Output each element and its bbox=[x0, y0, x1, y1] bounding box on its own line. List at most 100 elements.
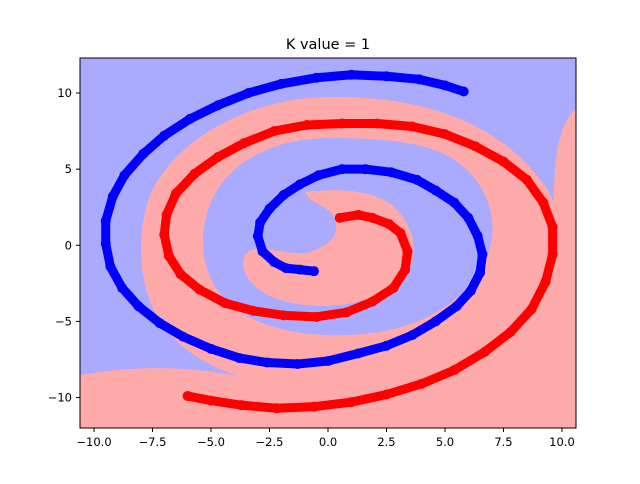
y-tick-label: −5 bbox=[55, 314, 72, 328]
data-point bbox=[248, 305, 259, 316]
data-point bbox=[451, 301, 462, 312]
data-point bbox=[308, 401, 319, 412]
data-point bbox=[430, 316, 441, 327]
data-point bbox=[414, 74, 425, 85]
data-point bbox=[276, 78, 287, 89]
data-point bbox=[292, 359, 303, 370]
data-point bbox=[294, 264, 305, 275]
data-point bbox=[538, 197, 549, 208]
data-point bbox=[311, 311, 322, 322]
data-point bbox=[119, 170, 130, 181]
data-point bbox=[439, 129, 450, 140]
red-series bbox=[159, 118, 558, 414]
data-point bbox=[526, 304, 537, 315]
y-tick-label: 10 bbox=[57, 86, 72, 100]
data-point bbox=[386, 167, 397, 178]
red-spiral-band bbox=[140, 96, 562, 391]
data-point bbox=[278, 310, 289, 321]
data-point bbox=[255, 217, 266, 228]
data-point bbox=[337, 164, 348, 175]
data-point bbox=[213, 151, 224, 162]
y-tick-label: 0 bbox=[65, 238, 72, 252]
data-point bbox=[407, 330, 418, 341]
data-point bbox=[257, 246, 268, 257]
data-point bbox=[311, 72, 322, 83]
data-point bbox=[154, 317, 165, 328]
blue-series bbox=[100, 69, 488, 370]
data-point bbox=[252, 231, 263, 242]
data-point bbox=[372, 118, 383, 129]
data-point bbox=[547, 249, 558, 260]
data-point bbox=[388, 282, 399, 293]
x-tick-label: 2.5 bbox=[377, 435, 395, 449]
data-point bbox=[301, 119, 312, 130]
data-point bbox=[234, 352, 245, 363]
data-point bbox=[341, 307, 352, 318]
data-point bbox=[402, 246, 413, 257]
data-point bbox=[269, 126, 280, 137]
data-point bbox=[271, 403, 282, 414]
data-point bbox=[236, 400, 247, 411]
data-point bbox=[213, 100, 224, 111]
data-point bbox=[498, 156, 509, 167]
data-point bbox=[439, 80, 450, 91]
data-point bbox=[381, 71, 392, 82]
data-point bbox=[175, 269, 186, 280]
data-point bbox=[294, 179, 305, 190]
data-point bbox=[100, 238, 111, 249]
data-point bbox=[308, 266, 319, 277]
data-point bbox=[475, 267, 486, 278]
data-point bbox=[159, 130, 170, 141]
x-tick-label: −2.5 bbox=[256, 435, 284, 449]
data-point bbox=[479, 346, 490, 357]
data-point bbox=[105, 261, 116, 272]
data-point bbox=[138, 148, 149, 159]
data-point bbox=[367, 212, 378, 223]
x-tick-label: 0.0 bbox=[319, 435, 337, 449]
data-point bbox=[206, 395, 217, 406]
y-tick-label: −10 bbox=[48, 391, 72, 405]
data-point bbox=[334, 212, 345, 223]
decision-regions bbox=[80, 58, 576, 428]
data-point bbox=[353, 348, 364, 359]
data-point bbox=[100, 215, 111, 226]
data-point bbox=[400, 264, 411, 275]
data-point bbox=[177, 331, 188, 342]
data-point bbox=[346, 69, 357, 80]
data-point bbox=[381, 340, 392, 351]
data-point bbox=[280, 263, 291, 274]
data-point bbox=[264, 203, 275, 214]
data-point bbox=[269, 257, 280, 268]
x-tick-label: −5.0 bbox=[197, 435, 225, 449]
data-point bbox=[184, 113, 195, 124]
data-point bbox=[323, 356, 333, 367]
data-point bbox=[262, 357, 273, 368]
x-tick-label: −10.0 bbox=[76, 435, 111, 449]
data-point bbox=[477, 249, 488, 260]
data-point bbox=[411, 174, 422, 185]
x-tick-label: 5.0 bbox=[436, 435, 454, 449]
data-point bbox=[463, 212, 474, 223]
y-tick-label: 5 bbox=[65, 162, 72, 176]
x-tick-label: 10.0 bbox=[549, 435, 575, 449]
data-point bbox=[521, 174, 532, 185]
data-point bbox=[470, 141, 481, 152]
data-point bbox=[220, 298, 231, 309]
x-tick-label: 7.5 bbox=[494, 435, 512, 449]
data-point bbox=[194, 284, 205, 295]
data-points bbox=[100, 69, 558, 414]
data-point bbox=[337, 118, 348, 129]
data-point bbox=[465, 285, 476, 296]
data-point bbox=[107, 191, 118, 202]
data-point bbox=[505, 327, 516, 338]
data-point bbox=[407, 121, 418, 132]
x-tick-label: −7.5 bbox=[139, 435, 167, 449]
data-point bbox=[449, 197, 460, 208]
data-point bbox=[170, 188, 181, 199]
data-point bbox=[416, 378, 427, 389]
data-point bbox=[117, 282, 128, 293]
data-point bbox=[540, 276, 551, 287]
data-point bbox=[458, 86, 469, 97]
data-point bbox=[381, 389, 392, 400]
